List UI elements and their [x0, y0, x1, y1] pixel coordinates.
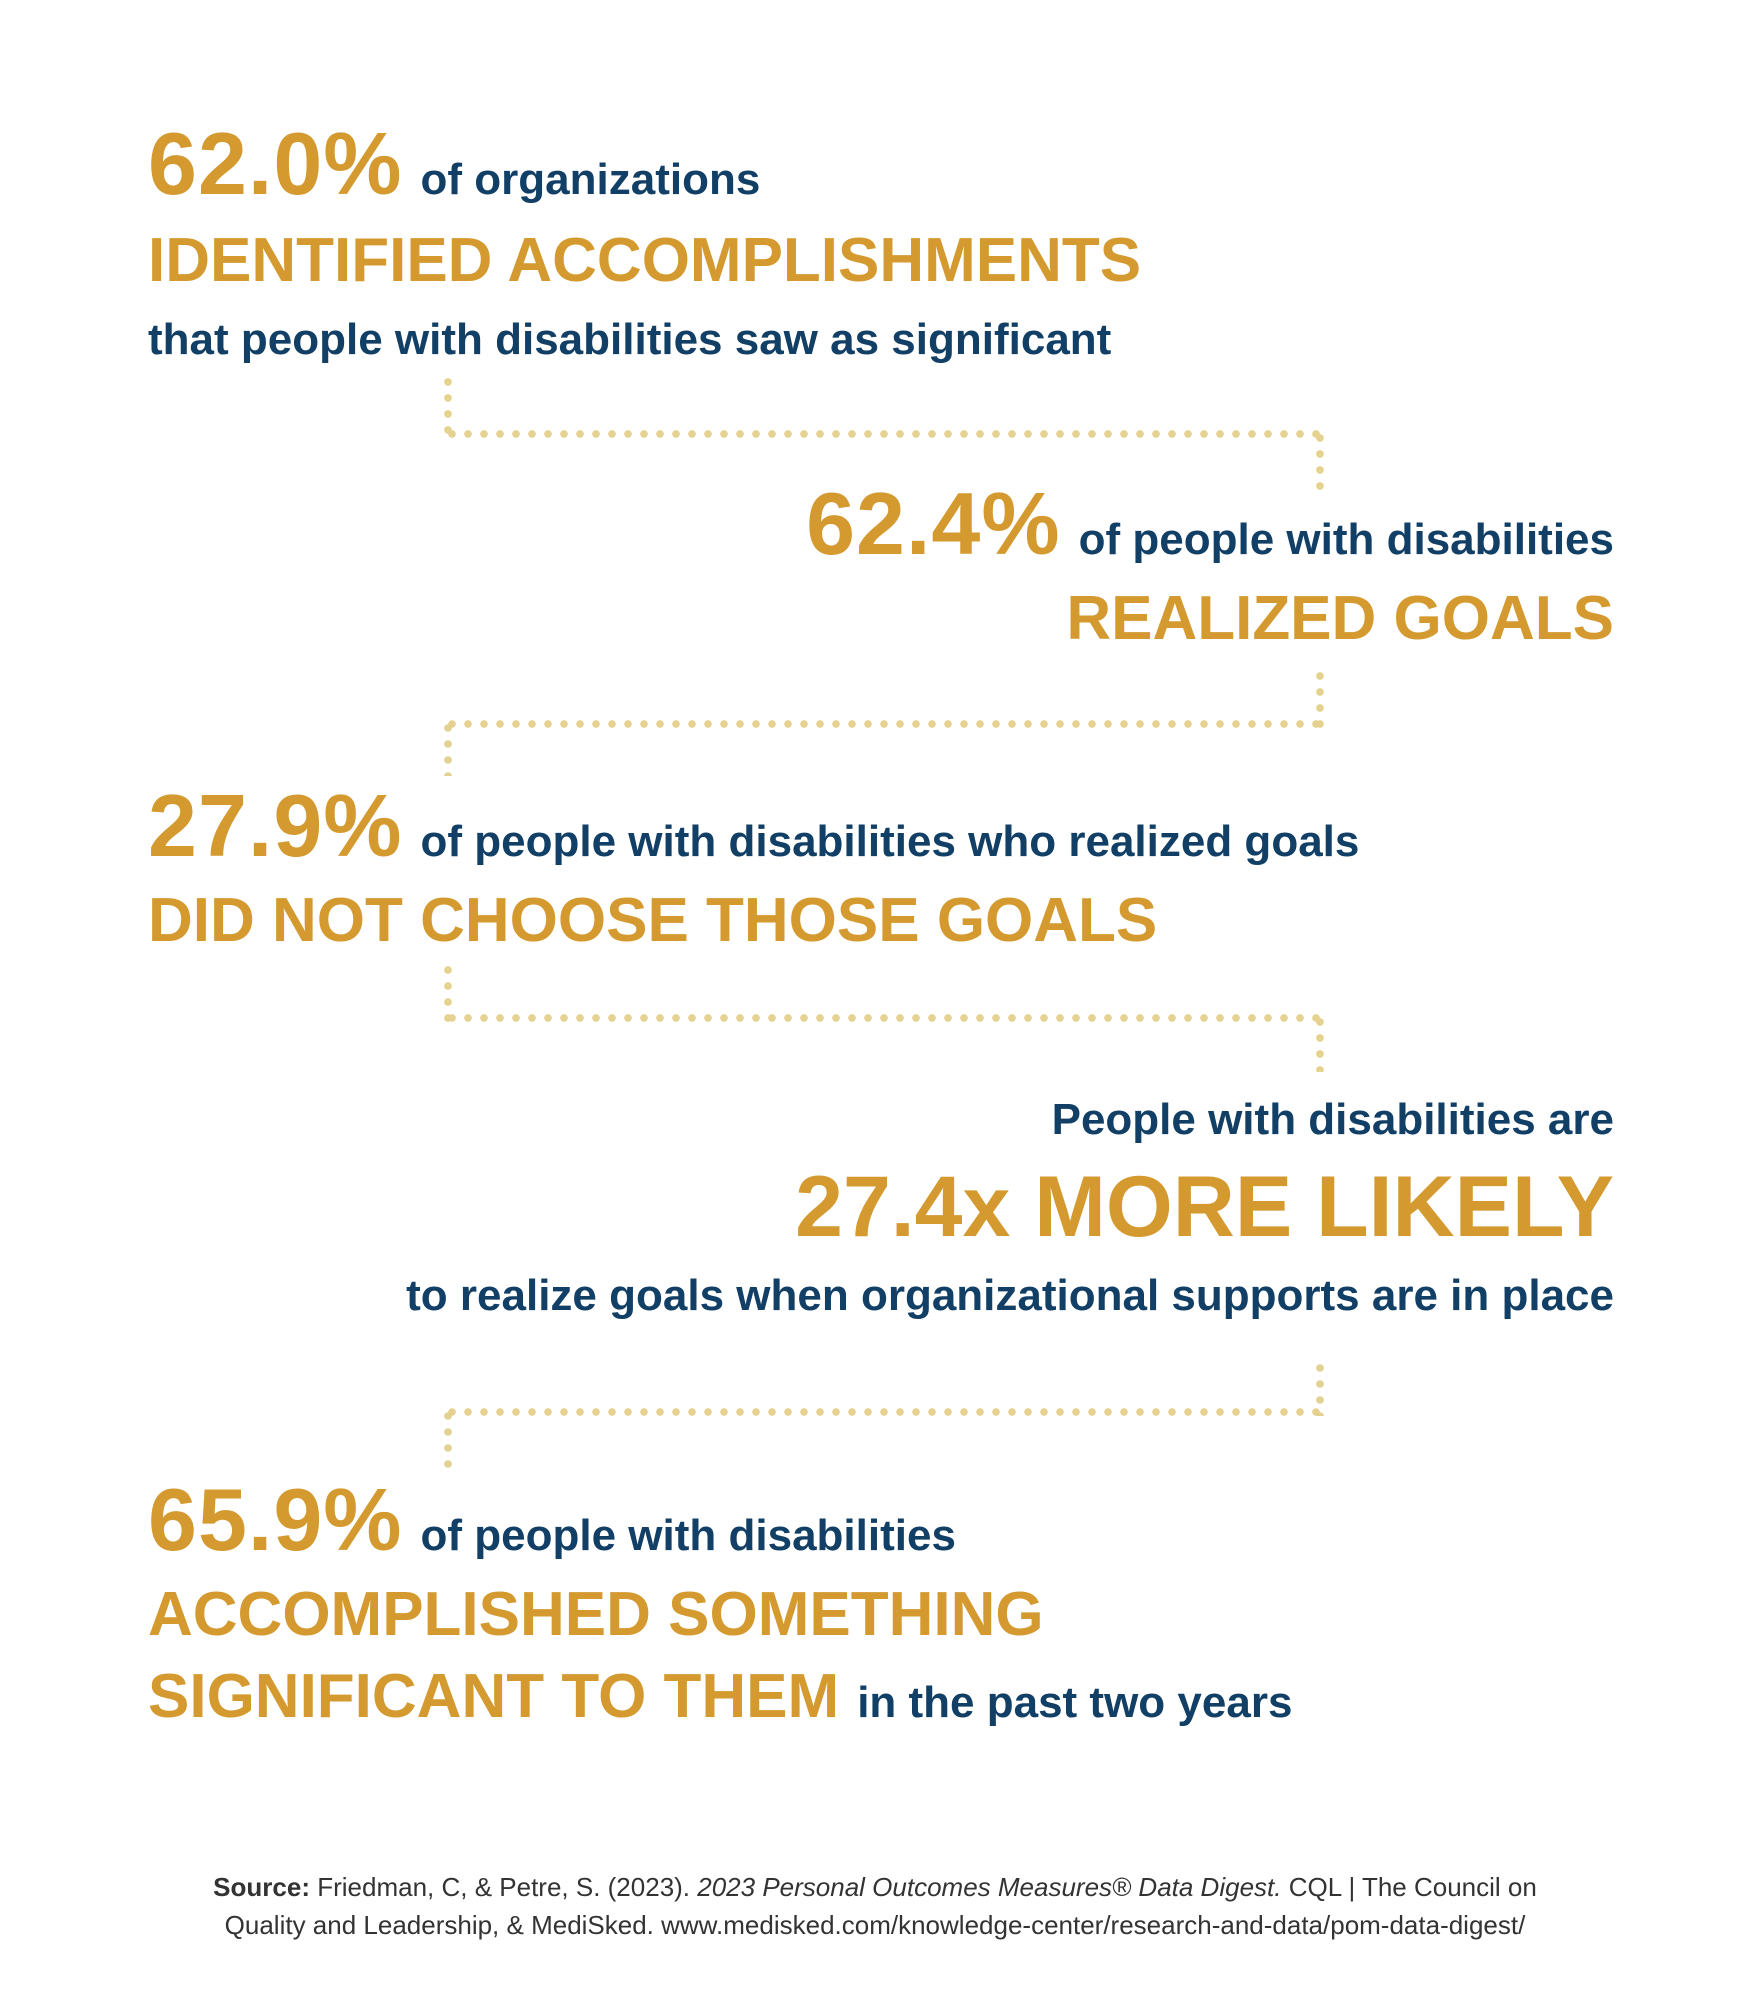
stat-more-likely: People with disabilities are 27.4x MORE …	[406, 1098, 1614, 1318]
source-citation: Source: Friedman, C, & Petre, S. (2023).…	[100, 1868, 1650, 1944]
stat-5-number: 65.9%	[148, 1470, 403, 1569]
stat-1-text: of organizations	[420, 155, 761, 204]
stat-4-lead: People with disabilities are	[1051, 1095, 1614, 1144]
stat-1-highlight: IDENTIFIED ACCOMPLISHMENTS	[148, 226, 1142, 295]
source-title: 2023 Personal Outcomes Measures® Data Di…	[697, 1872, 1282, 1902]
stat-2-highlight: REALIZED GOALS	[1066, 584, 1614, 653]
stat-1-tail: that people with disabilities saw as sig…	[148, 315, 1112, 364]
stat-4-tail: to realize goals when organizational sup…	[406, 1271, 1614, 1320]
stat-4-highlight: 27.4x MORE LIKELY	[795, 1159, 1614, 1255]
stat-5-tail: in the past two years	[857, 1678, 1293, 1727]
stat-2-number: 62.4%	[806, 474, 1061, 573]
stat-5-highlight-line2: SIGNIFICANT TO THEM	[148, 1662, 840, 1731]
source-label: Source:	[213, 1872, 310, 1902]
stat-3-number: 27.9%	[148, 776, 403, 875]
stat-1-number: 62.0%	[148, 114, 403, 213]
source-publisher-line2: Quality and Leadership, & MediSked. www.…	[224, 1910, 1526, 1940]
stat-3-text: of people with disabilities who realized…	[420, 817, 1360, 866]
stat-2-text: of people with disabilities	[1078, 515, 1614, 564]
stat-5-highlight-line1: ACCOMPLISHED SOMETHING	[148, 1580, 1044, 1649]
stat-5-text: of people with disabilities	[420, 1511, 956, 1560]
stat-did-not-choose-goals: 27.9% of people with disabilities who rea…	[148, 782, 1359, 952]
stat-realized-goals: 62.4% of people with disabilities REALIZE…	[806, 480, 1614, 650]
stat-3-highlight: DID NOT CHOOSE THOSE GOALS	[148, 886, 1158, 955]
source-authors: Friedman, C, & Petre, S. (2023).	[317, 1872, 691, 1902]
stat-accomplished-something: 65.9% of people with disabilities ACCOMPL…	[148, 1476, 1292, 1728]
source-publisher-line1: CQL | The Council on	[1288, 1872, 1537, 1902]
stat-organizations-accomplishments: 62.0% of organizations IDENTIFIED ACCOMPL…	[148, 120, 1141, 362]
